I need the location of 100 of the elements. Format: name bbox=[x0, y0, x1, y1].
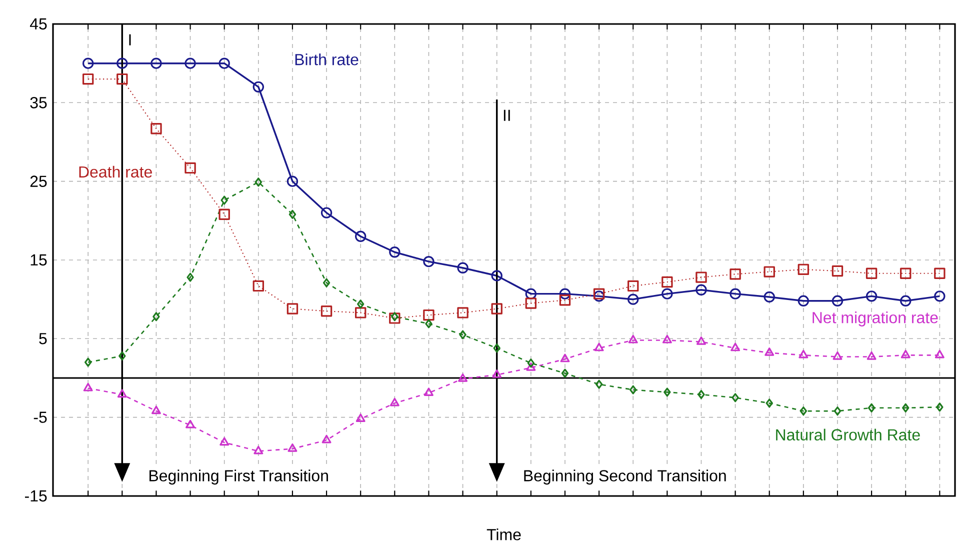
point bbox=[116, 74, 128, 85]
point bbox=[868, 404, 876, 413]
point bbox=[254, 178, 262, 187]
y-tick-label: 35 bbox=[30, 97, 47, 109]
point bbox=[593, 290, 605, 302]
point bbox=[220, 437, 230, 446]
point bbox=[866, 352, 876, 360]
point bbox=[900, 350, 910, 358]
point bbox=[151, 406, 161, 414]
point bbox=[459, 330, 466, 340]
point bbox=[493, 344, 500, 353]
point bbox=[184, 162, 196, 174]
point bbox=[662, 335, 672, 344]
point bbox=[83, 383, 93, 392]
point bbox=[288, 210, 296, 220]
point bbox=[218, 58, 230, 70]
point bbox=[934, 268, 946, 280]
point bbox=[424, 388, 434, 396]
point bbox=[936, 402, 944, 412]
point bbox=[800, 406, 808, 416]
text: Birth rate bbox=[295, 54, 358, 66]
point bbox=[730, 342, 740, 352]
point bbox=[254, 446, 264, 454]
point bbox=[423, 310, 434, 321]
point bbox=[934, 350, 944, 358]
point bbox=[696, 336, 706, 346]
point bbox=[766, 398, 773, 408]
point bbox=[492, 370, 502, 378]
point bbox=[595, 380, 603, 390]
y-tick-label: 45 bbox=[30, 18, 47, 30]
point bbox=[82, 74, 94, 85]
point bbox=[764, 266, 775, 278]
point bbox=[696, 284, 707, 296]
point bbox=[902, 404, 910, 413]
point bbox=[866, 268, 878, 280]
y-tick-label: -5 bbox=[34, 412, 47, 424]
point bbox=[593, 288, 605, 300]
point bbox=[322, 434, 332, 444]
y-tick-label: 5 bbox=[39, 333, 47, 344]
point bbox=[423, 256, 434, 268]
point bbox=[425, 319, 432, 328]
point bbox=[389, 246, 400, 258]
point bbox=[832, 295, 844, 307]
x-axis-title: Time bbox=[486, 528, 521, 540]
point bbox=[527, 358, 535, 368]
point bbox=[594, 342, 604, 352]
point bbox=[82, 58, 94, 70]
point bbox=[286, 176, 298, 188]
point bbox=[698, 390, 705, 400]
point bbox=[220, 196, 228, 205]
point bbox=[832, 266, 844, 277]
point bbox=[457, 307, 468, 318]
point bbox=[628, 280, 639, 292]
point bbox=[834, 406, 842, 416]
point bbox=[900, 268, 912, 280]
series-label: Net migration rate bbox=[812, 312, 938, 327]
point bbox=[286, 303, 298, 315]
point bbox=[186, 420, 196, 428]
point bbox=[390, 398, 400, 406]
point bbox=[458, 374, 468, 382]
point bbox=[218, 208, 230, 220]
point bbox=[560, 354, 570, 362]
point bbox=[628, 335, 638, 344]
point bbox=[184, 58, 196, 70]
series-label: Natural Growth Rate bbox=[776, 428, 920, 441]
point bbox=[561, 368, 569, 378]
point bbox=[866, 290, 878, 302]
point bbox=[288, 444, 298, 452]
point bbox=[764, 348, 774, 356]
point bbox=[320, 207, 332, 219]
y-tick-label: 15 bbox=[30, 254, 47, 266]
point bbox=[526, 362, 536, 372]
point bbox=[662, 288, 673, 300]
point bbox=[764, 292, 775, 303]
point bbox=[900, 295, 912, 307]
point bbox=[525, 288, 537, 300]
point bbox=[559, 294, 571, 306]
point bbox=[252, 280, 264, 292]
point bbox=[730, 268, 741, 280]
point bbox=[356, 414, 366, 422]
point bbox=[150, 123, 162, 134]
point bbox=[730, 288, 741, 300]
point bbox=[934, 290, 946, 302]
point bbox=[664, 388, 671, 397]
point bbox=[252, 82, 264, 93]
point bbox=[117, 389, 127, 398]
point bbox=[116, 58, 128, 70]
annotation: Beginning First Transition bbox=[150, 470, 328, 485]
point bbox=[457, 262, 468, 274]
point bbox=[391, 312, 398, 322]
point bbox=[798, 264, 810, 276]
annotation: II bbox=[504, 110, 510, 122]
point bbox=[491, 303, 502, 315]
point bbox=[832, 352, 842, 360]
point bbox=[389, 312, 400, 324]
annotation: Beginning Second Transition bbox=[524, 470, 726, 485]
point bbox=[732, 393, 739, 402]
point bbox=[662, 276, 673, 288]
y-tick-label: -15 bbox=[24, 490, 47, 502]
point bbox=[696, 272, 707, 284]
